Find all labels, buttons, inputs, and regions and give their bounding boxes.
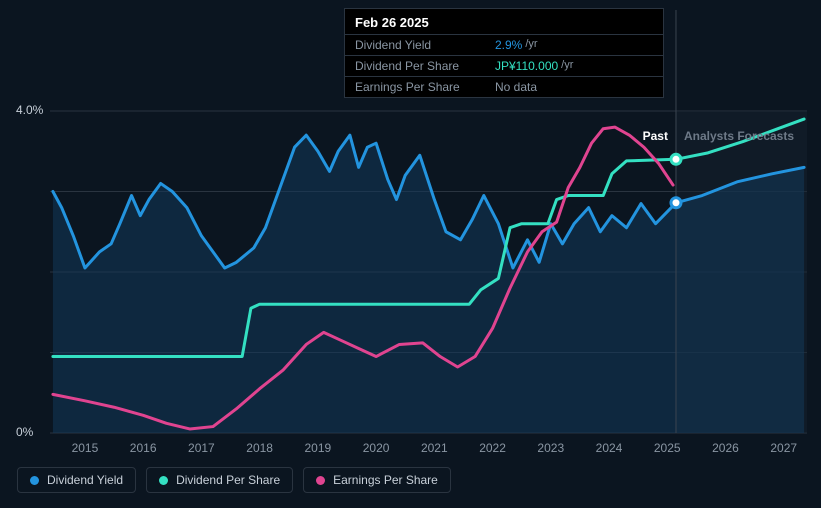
tooltip-row-label: Dividend Per Share	[355, 59, 495, 73]
x-axis-label: 2027	[770, 441, 797, 455]
x-axis-label: 2019	[305, 441, 332, 455]
x-axis-label: 2023	[537, 441, 564, 455]
x-axis-label: 2017	[188, 441, 215, 455]
dividend-chart: Feb 26 2025 Dividend Yield2.9%/yrDividen…	[0, 0, 821, 508]
tooltip-row-label: Dividend Yield	[355, 38, 495, 52]
y-axis-label: 4.0%	[16, 103, 43, 117]
y-axis-label: 0%	[16, 425, 33, 439]
tooltip-row-label: Earnings Per Share	[355, 80, 495, 94]
x-axis-label: 2015	[72, 441, 99, 455]
x-axis-label: 2025	[654, 441, 681, 455]
tooltip-row-unit: /yr	[525, 38, 537, 52]
x-axis-label: 2020	[363, 441, 390, 455]
tooltip-row-value: No data	[495, 80, 537, 94]
x-axis-label: 2022	[479, 441, 506, 455]
legend-dot-icon	[159, 476, 168, 485]
x-axis-label: 2016	[130, 441, 157, 455]
tooltip-row-unit: /yr	[561, 59, 573, 73]
legend-item-dividend-yield[interactable]: Dividend Yield	[17, 467, 136, 493]
legend-item-dividend-per-share[interactable]: Dividend Per Share	[146, 467, 293, 493]
tooltip-row-value: JP¥110.000	[495, 59, 558, 73]
past-section-label: Past	[643, 129, 668, 143]
tooltip-date: Feb 26 2025	[345, 9, 663, 34]
legend-item-earnings-per-share[interactable]: Earnings Per Share	[303, 467, 451, 493]
x-axis-label: 2021	[421, 441, 448, 455]
chart-legend: Dividend Yield Dividend Per Share Earnings…	[17, 467, 451, 493]
legend-dot-icon	[30, 476, 39, 485]
forecast-section-label: Analysts Forecasts	[684, 129, 794, 143]
chart-tooltip: Feb 26 2025 Dividend Yield2.9%/yrDividen…	[344, 8, 664, 98]
x-axis-label: 2018	[246, 441, 273, 455]
tooltip-row: Earnings Per ShareNo data	[345, 76, 663, 97]
legend-item-label: Dividend Yield	[47, 473, 123, 487]
tooltip-row-value: 2.9%	[495, 38, 522, 52]
tooltip-row: Dividend Per ShareJP¥110.000/yr	[345, 55, 663, 76]
x-axis-label: 2024	[596, 441, 623, 455]
legend-item-label: Dividend Per Share	[176, 473, 280, 487]
x-axis-label: 2026	[712, 441, 739, 455]
legend-dot-icon	[316, 476, 325, 485]
legend-item-label: Earnings Per Share	[333, 473, 438, 487]
tooltip-row: Dividend Yield2.9%/yr	[345, 34, 663, 55]
